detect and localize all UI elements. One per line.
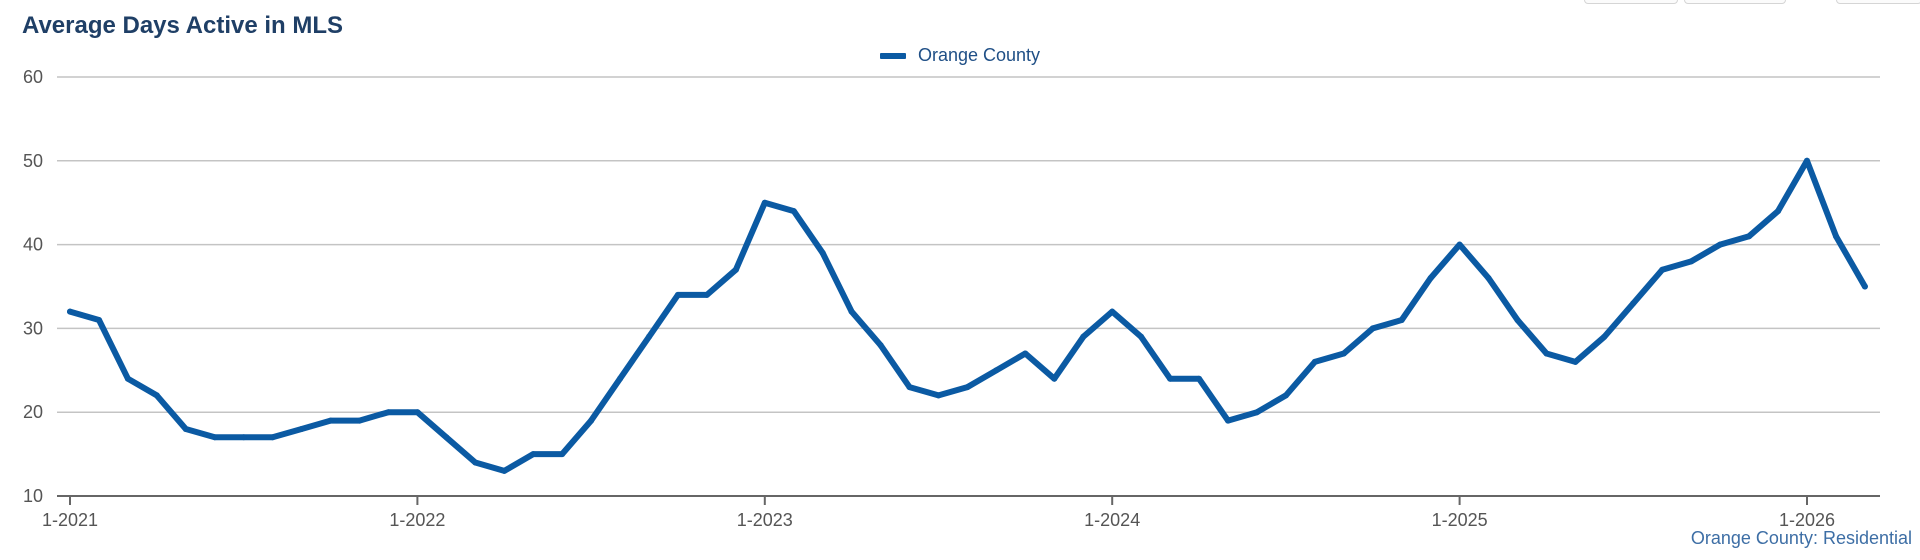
data-point	[906, 384, 913, 391]
legend: Orange County	[0, 45, 1920, 66]
data-point	[1254, 409, 1260, 416]
data-point	[1746, 233, 1753, 240]
x-tick-label: 1-2023	[737, 510, 793, 530]
data-point	[1369, 325, 1376, 332]
data-point	[1775, 208, 1781, 215]
data-point	[1456, 241, 1463, 248]
data-point	[1196, 375, 1202, 382]
y-tick-label: 20	[23, 402, 43, 422]
x-axis-ticks: 1-2021 1-2022 1-2023 1-2024 1-2025 1-2026	[42, 496, 1835, 530]
data-point	[1804, 157, 1810, 164]
data-point	[1225, 417, 1231, 424]
data-point	[1167, 375, 1174, 382]
data-point	[1340, 350, 1347, 357]
data-point	[501, 467, 508, 474]
data-point	[327, 417, 334, 424]
data-point	[1080, 333, 1087, 340]
data-point	[1688, 258, 1695, 265]
data-point	[153, 392, 160, 399]
data-point	[530, 451, 537, 458]
chart-title: Average Days Active in MLS	[22, 12, 344, 39]
data-point	[96, 317, 102, 323]
data-point	[1485, 275, 1492, 282]
legend-swatch	[879, 52, 906, 59]
data-point	[935, 392, 942, 399]
data-point	[848, 308, 855, 315]
data-point	[1601, 333, 1608, 340]
data-point	[877, 342, 884, 349]
data-point	[1311, 358, 1318, 365]
data-point	[1051, 375, 1058, 382]
y-tick-label: 10	[23, 486, 43, 506]
x-tick-label: 1-2025	[1432, 510, 1488, 530]
data-point	[269, 434, 276, 441]
y-tick-label: 40	[23, 235, 43, 255]
toolbar-button[interactable]	[1836, 0, 1920, 4]
data-point	[385, 409, 392, 416]
data-point	[1833, 233, 1839, 240]
data-point	[211, 434, 218, 441]
data-point	[472, 459, 479, 466]
x-tick-label: 1-2021	[42, 510, 98, 530]
data-point	[1572, 358, 1579, 365]
data-point	[819, 250, 826, 256]
y-tick-label: 30	[23, 318, 43, 338]
x-tick-label: 1-2026	[1779, 510, 1835, 530]
y-tick-label: 60	[23, 67, 43, 87]
series-line-orange-county	[67, 157, 1868, 474]
data-point	[240, 434, 247, 441]
data-point	[703, 291, 710, 298]
y-axis-ticks: 10 20 30 40 50 60	[23, 67, 43, 506]
data-point	[617, 375, 623, 382]
x-tick-label: 1-2022	[389, 510, 445, 530]
data-point	[1109, 308, 1116, 315]
data-point	[588, 417, 595, 424]
data-point	[1427, 275, 1434, 282]
legend-label: Orange County	[917, 45, 1041, 65]
data-point	[414, 409, 421, 416]
legend-item-orange-county[interactable]: Orange County	[879, 45, 1041, 66]
source-label: Orange County: Residential	[1690, 528, 1912, 548]
gridlines	[57, 76, 1880, 497]
data-point	[732, 266, 739, 273]
data-point	[443, 434, 450, 441]
data-point	[1861, 283, 1868, 290]
data-point	[790, 208, 797, 215]
data-point	[1138, 333, 1145, 340]
data-point	[67, 308, 73, 315]
x-tick-label: 1-2024	[1084, 510, 1140, 530]
data-point	[646, 333, 652, 340]
data-point	[674, 291, 681, 298]
data-point	[1717, 241, 1724, 248]
data-point	[1630, 300, 1637, 307]
data-point	[559, 451, 566, 458]
data-point	[182, 426, 189, 432]
data-point	[1543, 350, 1550, 357]
data-point	[1022, 350, 1029, 357]
series-layer	[67, 157, 1868, 474]
data-point	[1398, 317, 1405, 323]
data-point	[1514, 317, 1521, 323]
data-point	[298, 426, 305, 432]
y-tick-label: 50	[23, 151, 43, 171]
data-point	[356, 417, 363, 424]
data-point	[993, 367, 1000, 374]
data-point	[1282, 392, 1289, 399]
data-point	[964, 384, 971, 391]
data-point	[1659, 266, 1666, 273]
data-point	[124, 375, 131, 382]
data-point	[761, 199, 768, 206]
